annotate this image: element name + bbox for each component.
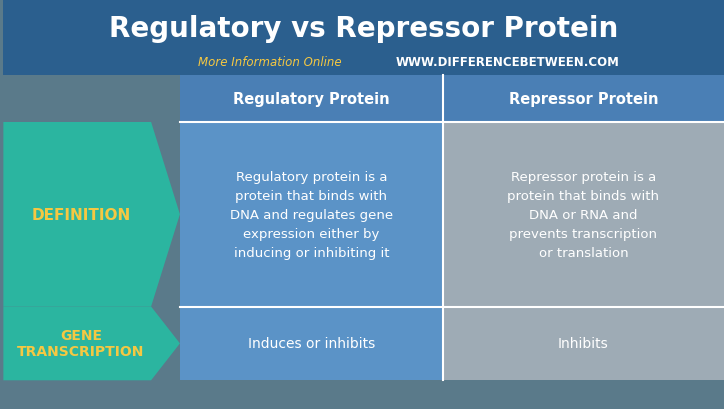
FancyBboxPatch shape bbox=[443, 123, 724, 307]
Text: Induces or inhibits: Induces or inhibits bbox=[248, 337, 375, 351]
Text: Regulatory Protein: Regulatory Protein bbox=[233, 92, 390, 107]
Polygon shape bbox=[4, 307, 180, 380]
Text: DEFINITION: DEFINITION bbox=[31, 207, 130, 222]
Polygon shape bbox=[4, 123, 180, 307]
FancyBboxPatch shape bbox=[180, 123, 443, 307]
Text: More Information Online: More Information Online bbox=[198, 56, 342, 69]
Text: Regulatory vs Repressor Protein: Regulatory vs Repressor Protein bbox=[109, 15, 618, 43]
Text: Regulatory protein is a
protein that binds with
DNA and regulates gene
expressio: Regulatory protein is a protein that bin… bbox=[230, 170, 393, 259]
FancyBboxPatch shape bbox=[180, 307, 443, 380]
Text: Inhibits: Inhibits bbox=[558, 337, 609, 351]
Text: Repressor protein is a
protein that binds with
DNA or RNA and
prevents transcrip: Repressor protein is a protein that bind… bbox=[508, 170, 660, 259]
FancyBboxPatch shape bbox=[180, 76, 443, 123]
FancyBboxPatch shape bbox=[443, 307, 724, 380]
FancyBboxPatch shape bbox=[4, 0, 724, 76]
Text: WWW.DIFFERENCEBETWEEN.COM: WWW.DIFFERENCEBETWEEN.COM bbox=[396, 56, 620, 69]
Text: GENE
TRANSCRIPTION: GENE TRANSCRIPTION bbox=[17, 328, 145, 359]
Text: Repressor Protein: Repressor Protein bbox=[509, 92, 658, 107]
FancyBboxPatch shape bbox=[443, 76, 724, 123]
